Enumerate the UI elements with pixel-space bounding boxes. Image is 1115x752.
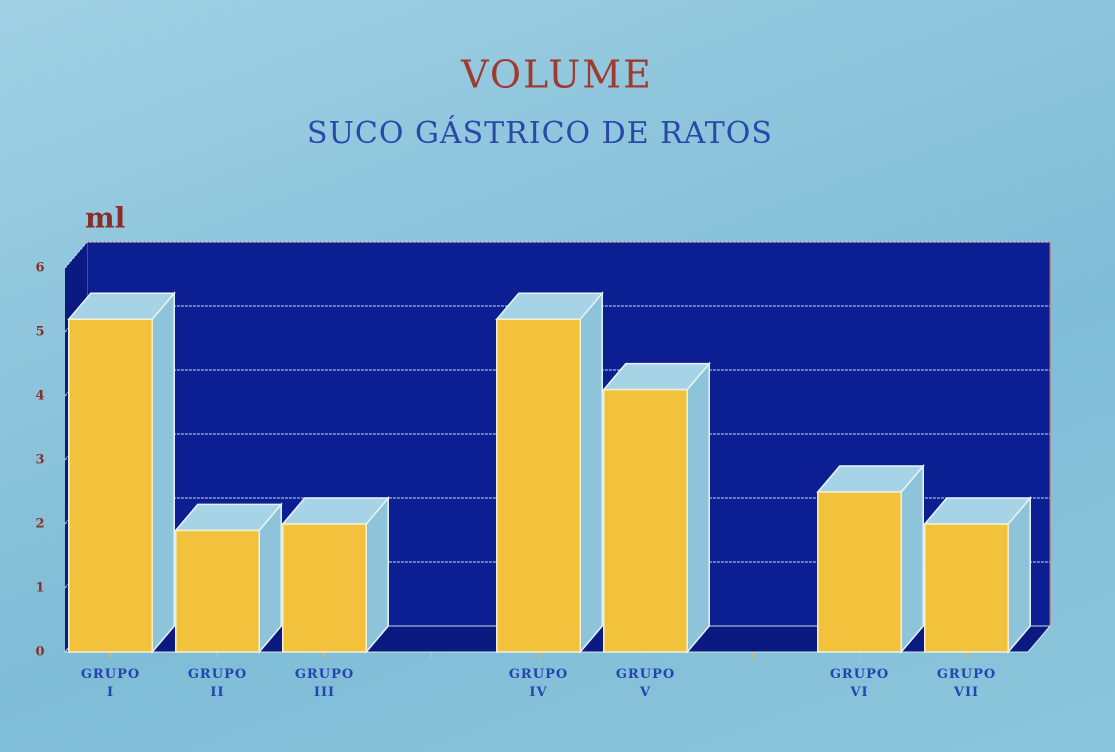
- bar-front: [282, 523, 367, 653]
- x-tick-label: GRUPO III: [294, 667, 355, 700]
- y-tick-label: 0: [35, 645, 44, 660]
- y-tick-label: 6: [35, 261, 44, 276]
- y-tick-label: 3: [35, 453, 44, 468]
- y-axis-label: ml: [85, 202, 125, 235]
- bar: [174, 502, 283, 655]
- bar-side: [579, 291, 603, 655]
- bar: [67, 291, 176, 655]
- x-tick-label: GRUPO II: [187, 667, 248, 700]
- x-tick-label: GRUPO V: [615, 667, 676, 700]
- x-tick-label: GRUPO VI: [829, 667, 890, 700]
- bar: [923, 495, 1032, 655]
- chart-subtitle: SUCO GÁSTRICO DE RATOS: [307, 115, 773, 151]
- bar-side: [900, 463, 924, 655]
- bar-front: [175, 529, 260, 653]
- bar: [495, 291, 604, 655]
- bar: [281, 495, 390, 655]
- bar-front: [924, 523, 1009, 653]
- y-tick-label: 5: [35, 325, 44, 340]
- bar-side: [151, 291, 175, 655]
- y-tick-label: 1: [35, 581, 44, 596]
- chart-title: VOLUME: [460, 53, 653, 97]
- bar-front: [817, 491, 902, 653]
- x-tick-label: GRUPO I: [80, 667, 141, 700]
- bar: [602, 361, 711, 655]
- bar: [816, 463, 925, 655]
- x-tick-label: GRUPO VII: [936, 667, 997, 700]
- y-tick-label: 2: [35, 517, 44, 532]
- x-tick-label: GRUPO IV: [508, 667, 569, 700]
- bar-front: [603, 388, 688, 653]
- grid-line: [64, 241, 1050, 269]
- bar-side: [686, 361, 710, 655]
- y-tick-label: 4: [35, 389, 44, 404]
- bar-front: [496, 318, 581, 653]
- bar-front: [68, 318, 153, 653]
